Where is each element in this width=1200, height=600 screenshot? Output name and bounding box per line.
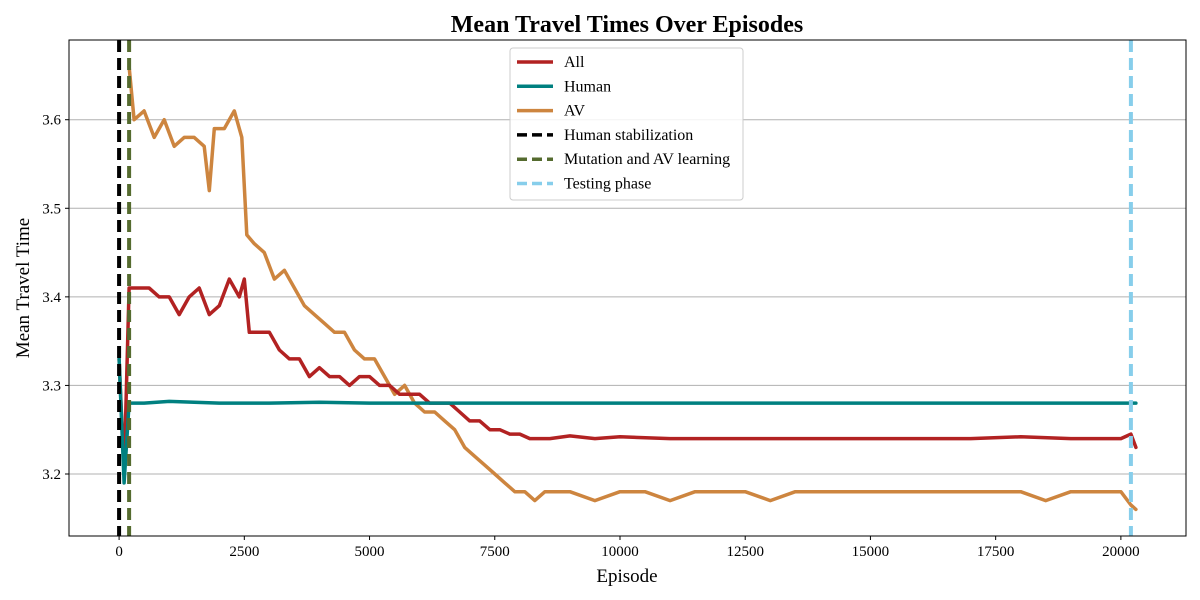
y-axis-label: Mean Travel Time xyxy=(13,218,34,358)
y-ticks: 3.2 3.3 3.4 3.5 3.6 xyxy=(42,113,69,483)
legend-label: Human xyxy=(564,78,611,95)
legend-label: Testing phase xyxy=(564,176,651,193)
y-tick-label: 3.3 xyxy=(42,378,61,394)
x-ticks: 0 2500 5000 7500 10000 12500 15000 17500 20000 xyxy=(115,536,1140,560)
x-tick-label: 12500 xyxy=(726,544,764,560)
y-tick-label: 3.6 xyxy=(42,113,61,129)
series-line-human xyxy=(117,357,1138,485)
legend: All Human AV Human stabilization Mutation an… xyxy=(509,47,744,201)
series-line-av xyxy=(127,64,1138,512)
x-axis-label: Episode xyxy=(596,566,657,587)
legend-label: All xyxy=(564,54,585,71)
legend-label: Human stabilization xyxy=(564,127,693,144)
vline-layer xyxy=(117,40,1133,536)
x-tick-label: 7500 xyxy=(480,544,510,560)
x-tick-label: 2500 xyxy=(229,544,259,560)
plot-frame xyxy=(68,39,1187,537)
x-tick-label: 20000 xyxy=(1102,544,1140,560)
y-tick-label: 3.5 xyxy=(42,201,61,217)
x-tick-label: 17500 xyxy=(977,544,1015,560)
grid-layer xyxy=(69,119,1186,475)
chart-title: Mean Travel Times Over Episodes xyxy=(451,12,803,38)
x-tick-label: 0 xyxy=(115,544,123,560)
legend-box xyxy=(509,47,744,201)
x-tick-label: 10000 xyxy=(601,544,639,560)
series-layer xyxy=(117,64,1138,512)
y-tick-label: 3.4 xyxy=(42,290,61,306)
series-line-all xyxy=(117,277,1138,476)
legend-label: Mutation and AV learning xyxy=(564,151,730,168)
y-tick-label: 3.2 xyxy=(42,467,61,483)
x-tick-label: 15000 xyxy=(852,544,890,560)
x-tick-label: 5000 xyxy=(355,544,385,560)
legend-label: AV xyxy=(564,103,585,120)
